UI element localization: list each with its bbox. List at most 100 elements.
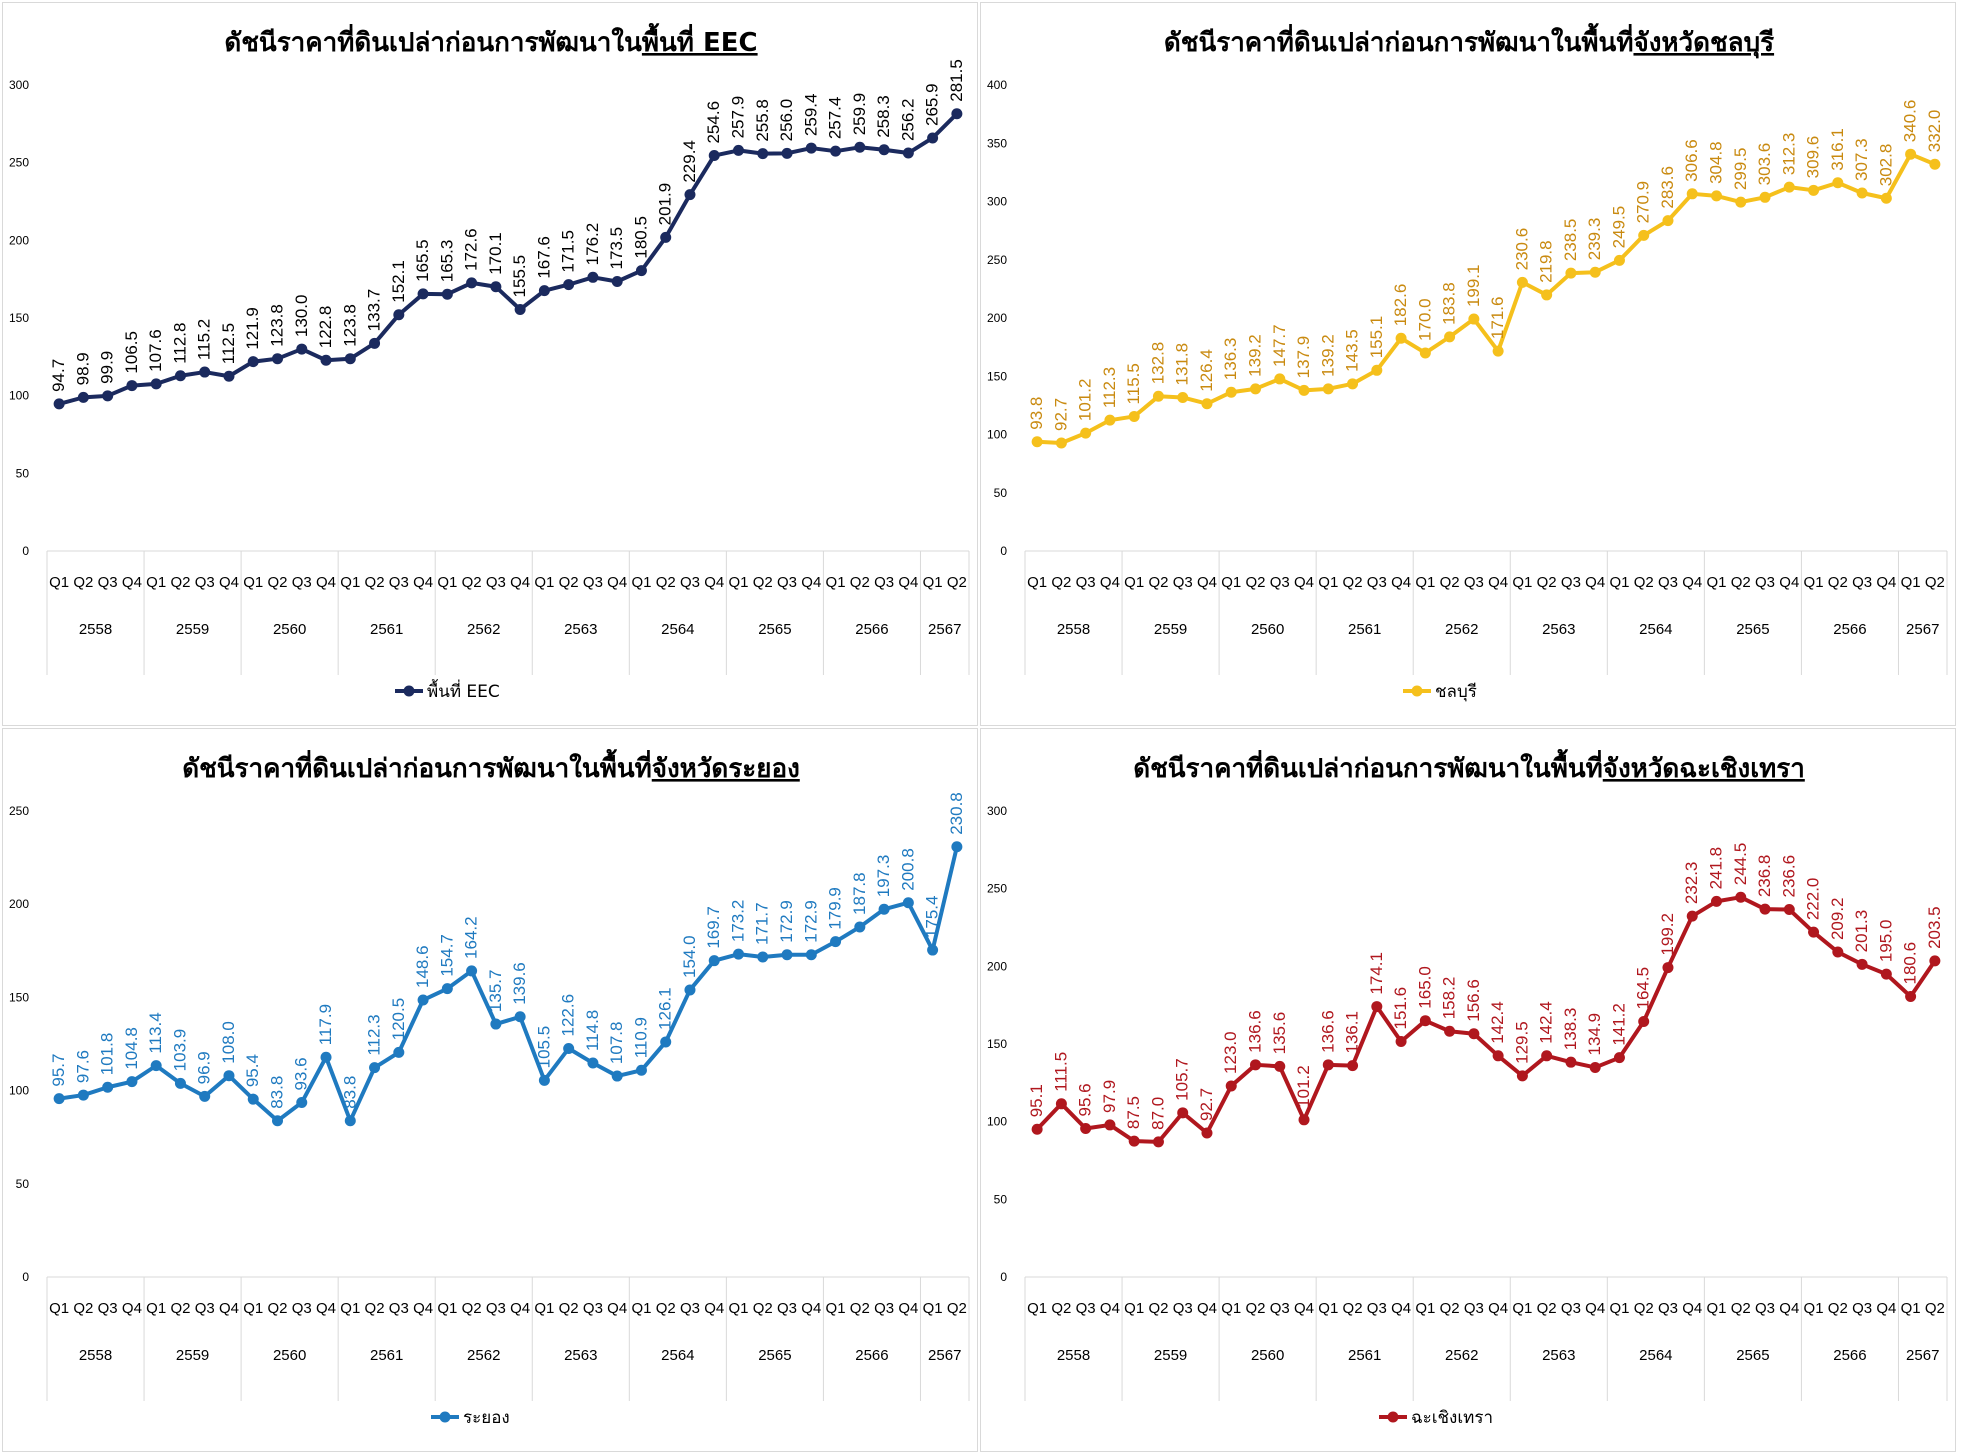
x-tick-quarter: Q3 — [98, 1300, 118, 1317]
data-label: 107.8 — [607, 1022, 626, 1065]
data-point — [1468, 313, 1480, 325]
data-point — [320, 1051, 332, 1063]
data-label: 95.1 — [1027, 1084, 1046, 1117]
data-label: 199.1 — [1464, 265, 1483, 308]
data-label: 129.5 — [1512, 1021, 1531, 1064]
data-label: 132.8 — [1148, 342, 1167, 385]
y-tick-label: 150 — [9, 311, 29, 325]
data-label: 229.4 — [680, 140, 699, 183]
data-point — [611, 275, 623, 287]
data-point — [1419, 1015, 1431, 1027]
x-tick-quarter: Q3 — [389, 1300, 409, 1317]
data-point — [781, 949, 793, 961]
data-label: 105.7 — [1173, 1058, 1192, 1101]
x-tick-quarter: Q3 — [486, 1300, 506, 1317]
data-label: 230.6 — [1512, 228, 1531, 271]
data-point — [805, 949, 817, 961]
x-tick-quarter: Q2 — [1440, 1300, 1460, 1317]
data-point — [1055, 1098, 1067, 1110]
data-point — [1444, 331, 1456, 343]
data-label: 249.5 — [1609, 206, 1628, 249]
data-point — [199, 366, 211, 378]
x-tick-quarter: Q4 — [607, 1300, 627, 1317]
data-point — [757, 951, 769, 963]
data-label: 176.2 — [583, 223, 602, 266]
data-point — [951, 841, 963, 853]
data-point — [1589, 266, 1601, 278]
x-tick-quarter: Q2 — [1245, 1300, 1265, 1317]
x-tick-quarter: Q3 — [777, 1300, 797, 1317]
x-tick-quarter: Q2 — [1925, 574, 1945, 591]
data-point — [951, 108, 963, 120]
data-label: 180.5 — [631, 216, 650, 259]
data-label: 110.9 — [631, 1017, 650, 1058]
x-tick-year: 2561 — [1348, 1347, 1381, 1364]
data-point — [538, 285, 550, 297]
data-label: 281.5 — [947, 59, 966, 102]
data-point — [1711, 190, 1722, 202]
data-point — [781, 147, 793, 159]
x-tick-quarter: Q2 — [947, 1300, 967, 1317]
data-point — [563, 279, 575, 291]
x-tick-quarter: Q3 — [486, 574, 506, 591]
x-tick-quarter: Q4 — [801, 574, 821, 591]
x-tick-quarter: Q4 — [1488, 1300, 1508, 1317]
data-label: 108.0 — [219, 1021, 238, 1064]
x-tick-quarter: Q4 — [1100, 1300, 1120, 1317]
x-tick-quarter: Q3 — [1561, 1300, 1581, 1317]
x-tick-quarter: Q3 — [1367, 1300, 1387, 1317]
data-point — [1613, 254, 1625, 266]
data-label: 309.6 — [1804, 136, 1823, 179]
x-tick-quarter: Q4 — [219, 1300, 239, 1317]
data-label: 183.8 — [1440, 282, 1459, 325]
data-label: 316.1 — [1828, 128, 1847, 171]
data-label: 154.0 — [680, 935, 699, 978]
data-label: 307.3 — [1852, 138, 1871, 181]
data-point — [53, 398, 65, 410]
data-point — [538, 1074, 550, 1086]
data-label: 173.2 — [729, 900, 748, 943]
data-point — [1444, 1025, 1456, 1037]
data-label: 143.5 — [1343, 329, 1362, 372]
data-label: 138.3 — [1561, 1008, 1580, 1051]
x-tick-quarter: Q1 — [826, 1300, 846, 1317]
data-label: 236.8 — [1755, 855, 1774, 898]
legend-label: ฉะเชิงเทรา — [1411, 1408, 1493, 1428]
x-tick-quarter: Q1 — [1415, 574, 1435, 591]
data-point — [1905, 990, 1917, 1002]
y-tick-label: 0 — [1000, 544, 1007, 558]
data-point — [1152, 1136, 1164, 1148]
chart-svg: ดัชนีราคาที่ดินเปล่าก่อนการพัฒนาในพื้นที… — [9, 748, 970, 1428]
data-label: 131.8 — [1173, 343, 1192, 386]
data-point — [1808, 926, 1820, 938]
data-label: 175.4 — [923, 896, 942, 939]
x-tick-quarter: Q3 — [1658, 1300, 1678, 1317]
data-point — [684, 189, 696, 201]
data-point — [1274, 1060, 1286, 1072]
data-point — [490, 281, 502, 293]
data-label: 141.2 — [1609, 1003, 1628, 1046]
data-label: 154.7 — [437, 934, 456, 977]
data-point — [1541, 1050, 1553, 1062]
data-point — [296, 1097, 308, 1109]
data-point — [878, 903, 890, 915]
x-tick-quarter: Q4 — [1391, 1300, 1411, 1317]
data-label: 101.8 — [98, 1033, 117, 1076]
x-tick-quarter: Q3 — [1852, 574, 1872, 591]
x-tick-year: 2561 — [370, 1347, 403, 1364]
data-point — [369, 1062, 381, 1074]
data-point — [1371, 364, 1383, 376]
x-tick-quarter: Q1 — [1706, 1300, 1726, 1317]
data-label: 239.3 — [1585, 218, 1604, 261]
data-label: 238.5 — [1561, 219, 1580, 262]
data-point — [1516, 276, 1528, 288]
data-point — [1735, 196, 1747, 208]
x-tick-quarter: Q1 — [243, 1300, 263, 1317]
x-tick-quarter: Q3 — [680, 574, 700, 591]
data-point — [1856, 958, 1868, 970]
data-label: 136.6 — [1246, 1010, 1265, 1053]
data-label: 156.6 — [1464, 979, 1483, 1022]
x-axis — [46, 1276, 970, 1401]
y-tick-label: 300 — [987, 195, 1007, 209]
y-tick-label: 250 — [9, 156, 29, 170]
